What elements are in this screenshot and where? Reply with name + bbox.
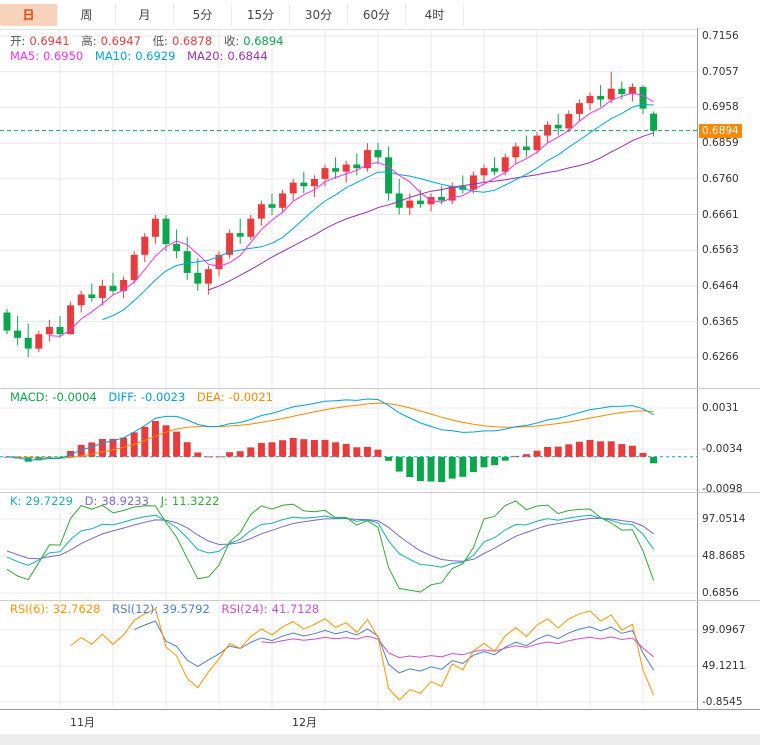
price-axis-label-6: 0.6563	[702, 244, 739, 257]
price-axis-label-3: 0.6859	[702, 137, 739, 150]
tab-4hour[interactable]: 4时	[406, 3, 464, 26]
tab-60min[interactable]: 60分	[348, 3, 406, 26]
rsi-axis-label-2: -0.8545	[702, 696, 743, 708]
close-label: 收:	[223, 34, 240, 48]
price-axis-label-9: 0.6266	[702, 351, 739, 364]
diff-label: DIFF:	[108, 390, 137, 404]
d-value: 38.9233	[101, 494, 149, 508]
timeframe-toolbar: 日 周 月 5分 15分 30分 60分 4时	[0, 0, 760, 30]
macd-axis-label-1: -0.0034	[702, 443, 743, 455]
ohlc-legend: 开: 0.6941 高: 0.6947 低: 0.6878 收: 0.6894	[2, 33, 283, 49]
kdj-axis-label-0: 97.0514	[702, 513, 746, 525]
rsi12-value: 39.5792	[162, 602, 210, 616]
price-axis-label-7: 0.6464	[702, 279, 739, 292]
ma20-label: MA20:	[187, 49, 224, 63]
tab-week[interactable]: 周	[58, 3, 116, 26]
macd-value: -0.0004	[52, 390, 97, 404]
panel-divider	[0, 492, 760, 493]
price-axis-label-1: 0.7057	[702, 65, 739, 78]
rsi6-label: RSI(6):	[10, 602, 49, 616]
high-label: 高:	[81, 34, 97, 48]
macd-legend: MACD: -0.0004 DIFF: -0.0023 DEA: -0.0021	[2, 390, 273, 404]
rsi-axis-label-0: 99.0967	[702, 624, 746, 636]
price-axis-label-0: 0.7156	[702, 30, 739, 42]
rsi-chart[interactable]	[0, 601, 697, 708]
price-axis-label-5: 0.6661	[702, 208, 739, 221]
price-panel: 开: 0.6941 高: 0.6947 低: 0.6878 收: 0.6894 MA5:…	[0, 30, 697, 388]
candlestick-chart[interactable]	[0, 30, 697, 388]
plots-region: 开: 0.6941 高: 0.6947 低: 0.6878 收: 0.6894 MA5:…	[0, 30, 697, 709]
kdj-chart[interactable]	[0, 493, 697, 600]
ma5-value: 0.6950	[42, 49, 84, 63]
d-label: D:	[84, 494, 98, 508]
price-axis-label-4: 0.6760	[702, 172, 739, 185]
macd-chart[interactable]	[0, 389, 697, 492]
month-label-1: 12月	[292, 716, 317, 729]
j-label: J:	[160, 494, 168, 508]
month-label-0: 11月	[70, 716, 95, 729]
panel-divider	[0, 388, 760, 389]
low-label: 低:	[152, 34, 168, 48]
rsi12-label: RSI(12):	[112, 602, 159, 616]
tab-5min[interactable]: 5分	[174, 3, 232, 26]
ma20-value: 0.6844	[227, 49, 268, 63]
diff-value: -0.0023	[140, 390, 186, 404]
kdj-legend: K: 29.7229 D: 38.9233 J: 11.3222	[2, 494, 219, 508]
x-axis: 11月 12月	[0, 709, 760, 734]
dea-label: DEA:	[196, 390, 225, 404]
y-axis: 0.7156 0.7057 0.6958 0.6859 0.6760 0.6661 0.65…	[697, 28, 760, 709]
macd-label: MACD:	[10, 390, 49, 404]
rsi-axis-label-1: 49.1211	[702, 660, 746, 672]
rsi24-label: RSI(24):	[221, 602, 268, 616]
rsi6-value: 32.7628	[52, 602, 101, 616]
rsi-legend: RSI(6): 32.7628 RSI(12): 39.5792 RSI(24): 4…	[2, 602, 319, 616]
dea-value: -0.0021	[228, 390, 273, 404]
tab-month[interactable]: 月	[116, 3, 174, 26]
low-value: 0.6878	[171, 34, 213, 48]
ma10-label: MA10:	[94, 49, 132, 63]
macd-axis-label-0: 0.0031	[702, 402, 739, 414]
macd-panel: MACD: -0.0004 DIFF: -0.0023 DEA: -0.0021	[0, 389, 697, 492]
k-value: 29.7229	[25, 494, 73, 508]
kdj-axis-label-2: 0.6856	[702, 587, 739, 599]
high-value: 0.6947	[100, 34, 141, 48]
macd-axis-label-2: -0.0098	[702, 483, 743, 495]
rsi24-value: 41.7128	[271, 602, 320, 616]
kdj-panel: K: 29.7229 D: 38.9233 J: 11.3222	[0, 493, 697, 600]
j-value: 11.3222	[171, 494, 220, 508]
kdj-axis-label-1: 48.8685	[702, 550, 746, 562]
current-price-badge: 0.6894	[699, 123, 742, 138]
price-axis-label-8: 0.6365	[702, 315, 739, 328]
tab-30min[interactable]: 30分	[290, 3, 348, 26]
rsi-panel: RSI(6): 32.7628 RSI(12): 39.5792 RSI(24): 4…	[0, 601, 697, 708]
ma5-label: MA5:	[10, 49, 39, 63]
k-label: K:	[10, 494, 22, 508]
open-label: 开:	[10, 34, 26, 48]
close-value: 0.6894	[243, 34, 284, 48]
ma10-value: 0.6929	[135, 49, 176, 63]
tab-day[interactable]: 日	[0, 3, 58, 26]
open-value: 0.6941	[29, 34, 70, 48]
tab-15min[interactable]: 15分	[232, 3, 290, 26]
ma-legend: MA5: 0.6950 MA10: 0.6929 MA20: 0.6844	[2, 49, 268, 63]
price-axis-label-2: 0.6958	[702, 101, 739, 114]
panel-divider	[0, 600, 760, 601]
